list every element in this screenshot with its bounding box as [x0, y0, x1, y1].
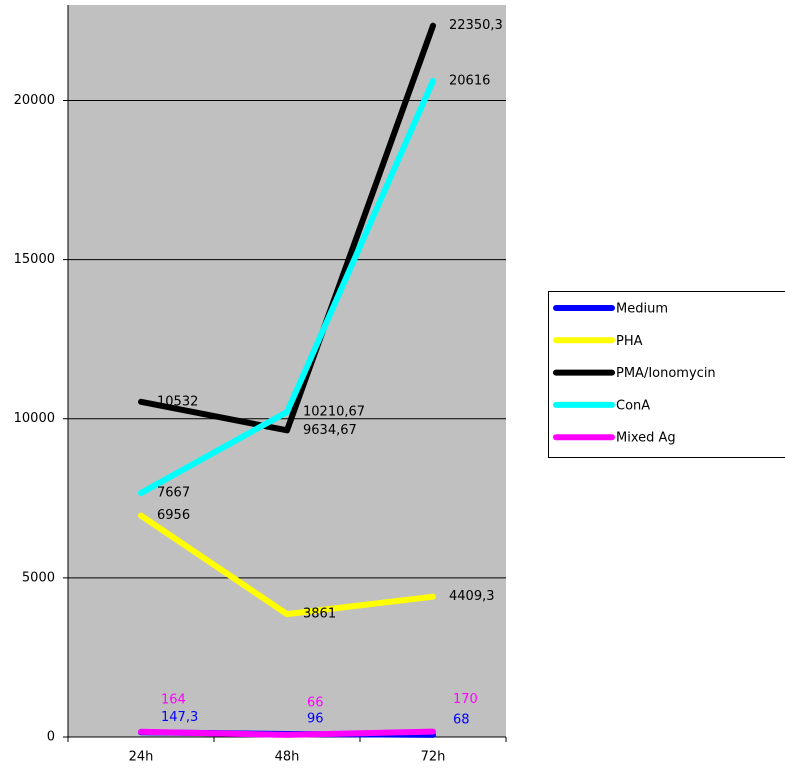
y-tick-label: 15000 [14, 252, 55, 267]
y-tick-label: 20000 [14, 93, 55, 108]
data-label: 20616 [449, 73, 490, 88]
data-label: 96 [307, 711, 324, 726]
data-label: 10210,67 [303, 405, 365, 420]
legend-label: ConA [616, 398, 650, 413]
legend-label: PHA [616, 334, 643, 349]
data-label: 4409,3 [449, 589, 495, 604]
y-tick-label: 10000 [14, 411, 55, 426]
series-line [138, 22, 436, 434]
legend-label: Mixed Ag [616, 431, 676, 446]
x-tick-label: 72h [421, 750, 446, 765]
data-label: 170 [453, 692, 478, 707]
legend-label: Medium [616, 302, 668, 317]
data-label: 22350,3 [449, 18, 503, 33]
data-label: 7667 [157, 485, 190, 500]
data-label: 147,3 [161, 710, 198, 725]
data-label: 68 [453, 712, 470, 727]
data-label: 66 [307, 695, 324, 710]
data-label: 6956 [157, 508, 190, 523]
x-tick-label: 48h [275, 750, 300, 765]
x-tick-label: 24h [129, 750, 154, 765]
data-label: 164 [161, 692, 186, 707]
plot-area [68, 5, 506, 737]
y-tick-label: 5000 [22, 570, 55, 585]
legend-label: PMA/Ionomycin [616, 366, 716, 381]
data-label: 10532 [157, 394, 198, 409]
series-line [138, 728, 436, 738]
data-label: 9634,67 [303, 423, 357, 438]
series-line [138, 77, 436, 496]
data-label: 3861 [303, 607, 336, 622]
y-tick-label: 0 [47, 730, 55, 745]
series-line [138, 512, 436, 618]
